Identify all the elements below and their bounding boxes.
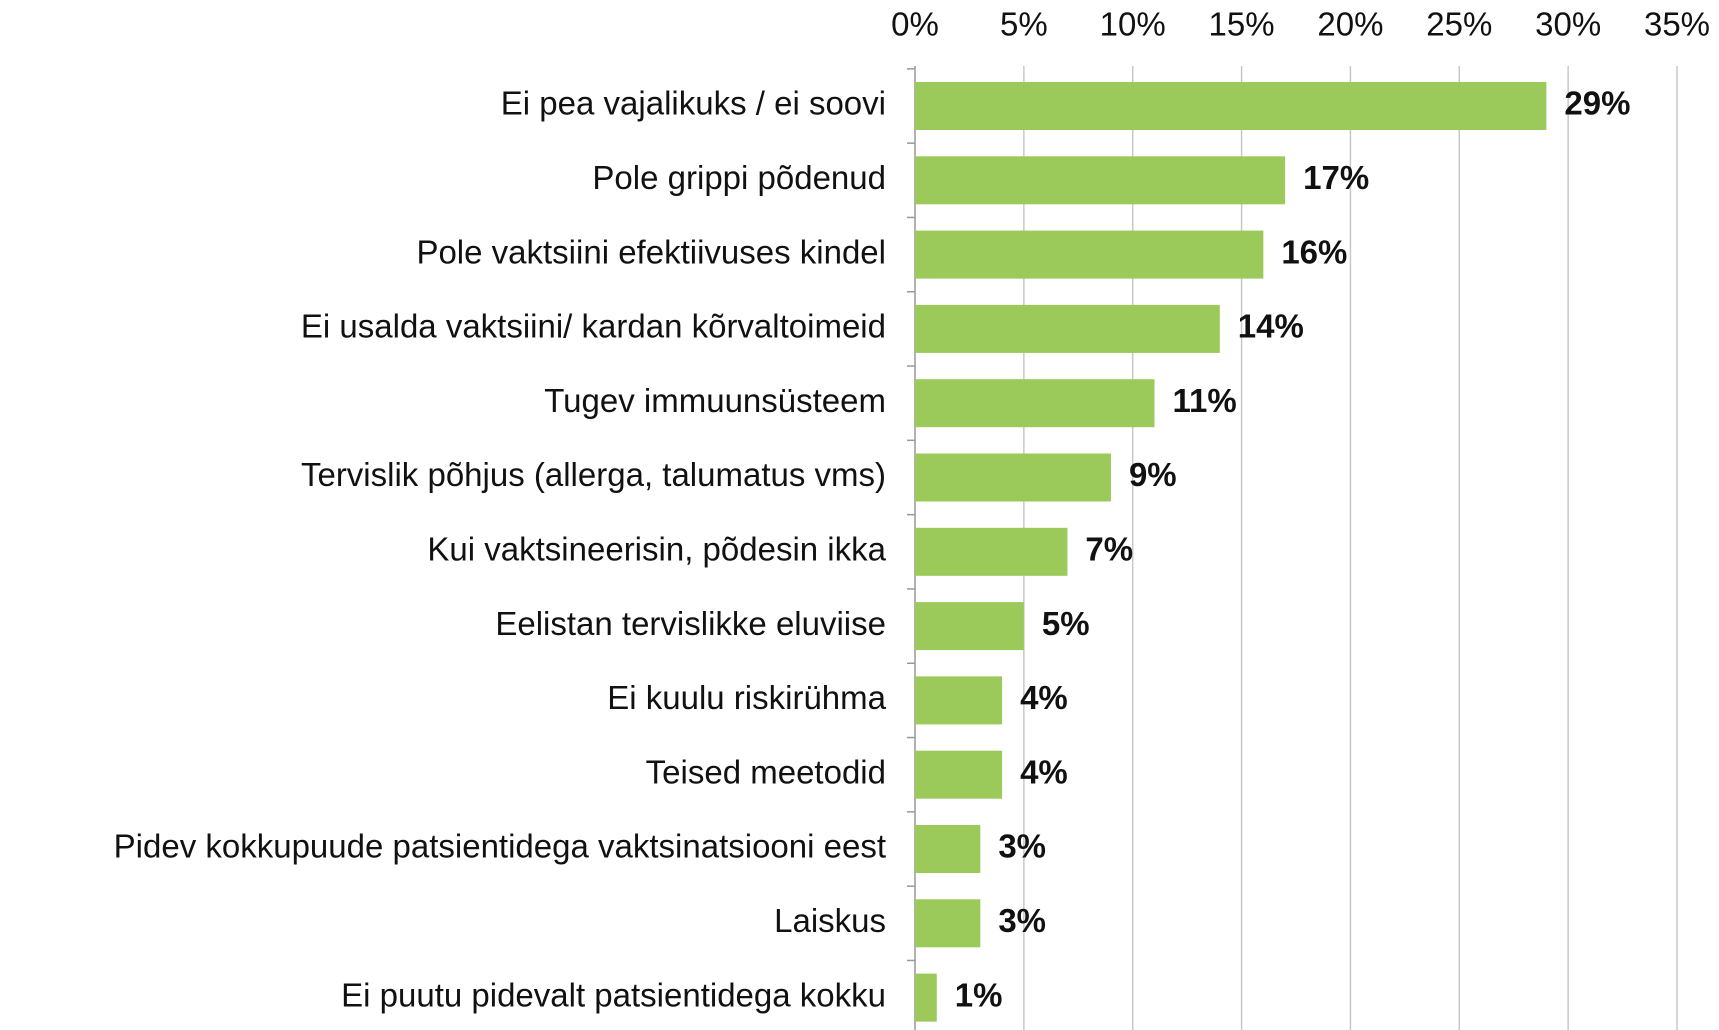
value-label: 9% xyxy=(1129,456,1177,493)
bar xyxy=(915,82,1547,130)
value-label: 16% xyxy=(1281,233,1347,270)
x-tick-label: 25% xyxy=(1426,6,1492,43)
x-tick-label: 10% xyxy=(1100,6,1166,43)
value-label: 4% xyxy=(1020,679,1068,716)
y-tick-label: Tervislik põhjus (allerga, talumatus vms… xyxy=(301,456,886,493)
bar xyxy=(915,379,1155,428)
y-tick-label: Ei puutu pidevalt patsientidega kokku xyxy=(341,976,886,1013)
y-tick-label: Pidev kokkupuude patsientidega vaktsinat… xyxy=(114,828,886,865)
bar xyxy=(915,230,1264,279)
value-label: 7% xyxy=(1085,531,1133,568)
y-tick-label: Teised meetodid xyxy=(646,753,886,790)
y-tick-label: Kui vaktsineerisin, põdesin ikka xyxy=(427,531,886,568)
value-label: 3% xyxy=(998,902,1046,939)
value-label: 17% xyxy=(1303,159,1369,196)
bar xyxy=(915,750,1003,799)
value-label: 14% xyxy=(1238,308,1304,345)
y-tick-label: Pole vaktsiini efektiivuses kindel xyxy=(416,233,886,270)
y-tick-label: Ei pea vajalikuks / ei soovi xyxy=(501,85,886,122)
bar xyxy=(915,973,937,1022)
x-tick-label: 35% xyxy=(1644,6,1710,43)
value-label: 5% xyxy=(1042,605,1090,642)
x-tick-label: 15% xyxy=(1209,6,1275,43)
bar xyxy=(915,825,981,873)
x-tick-label: 0% xyxy=(891,6,939,43)
y-tick-label: Laiskus xyxy=(774,902,886,939)
y-tick-label: Pole grippi põdenud xyxy=(592,159,886,196)
value-label: 29% xyxy=(1564,85,1630,122)
bar xyxy=(915,527,1068,576)
bar xyxy=(915,156,1286,205)
x-tick-label: 20% xyxy=(1317,6,1383,43)
bar xyxy=(915,899,981,948)
value-label: 1% xyxy=(955,976,1003,1013)
y-tick-label: Eelistan tervislikke eluviise xyxy=(495,605,886,642)
y-tick-label: Ei usalda vaktsiini/ kardan kõrvaltoimei… xyxy=(301,308,886,345)
y-tick-label: Tugev immuunsüsteem xyxy=(544,382,886,419)
value-label: 4% xyxy=(1020,753,1068,790)
y-tick-label: Ei kuulu riskirühma xyxy=(607,679,886,716)
value-label: 11% xyxy=(1172,382,1236,419)
x-tick-label: 5% xyxy=(1000,6,1048,43)
bar xyxy=(915,676,1003,725)
bar xyxy=(915,602,1024,651)
x-tick-label: 30% xyxy=(1535,6,1601,43)
bar xyxy=(915,304,1220,353)
bar xyxy=(915,453,1111,502)
value-label: 3% xyxy=(998,828,1046,865)
